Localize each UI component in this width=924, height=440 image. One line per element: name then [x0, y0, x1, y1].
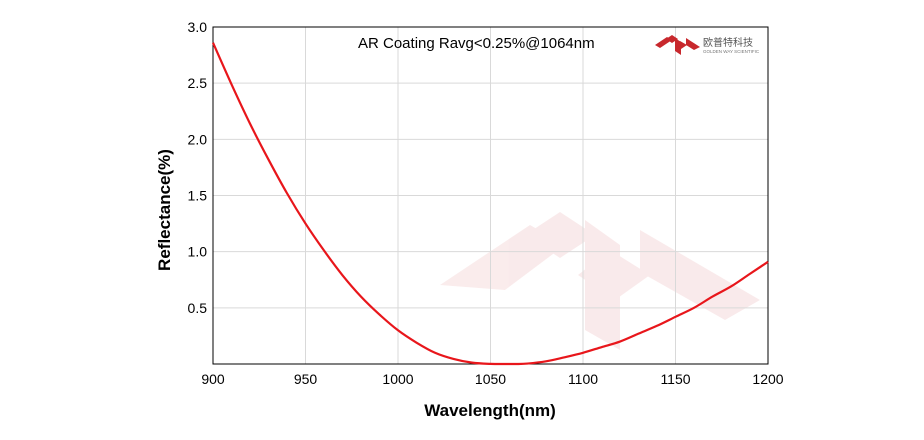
y-axis-ticks: 0.5 1.0 1.5 2.0 2.5 3.0	[188, 19, 208, 316]
x-tick-label: 950	[294, 371, 318, 387]
reflectance-series-line	[211, 42, 769, 366]
y-axis-title: Reflectance(%)	[155, 149, 174, 271]
x-axis-title: Wavelength(nm)	[424, 401, 556, 420]
grid-lines	[213, 27, 768, 364]
x-tick-label: 1100	[568, 371, 598, 387]
y-tick-label: 2.5	[188, 75, 208, 91]
x-tick-label: 1150	[660, 371, 690, 387]
x-tick-label: 1000	[382, 371, 413, 387]
brand-logo: 欧普特科技 GOLDEN WAY SCIENTIFIC	[655, 35, 760, 55]
y-tick-label: 3.0	[188, 19, 208, 35]
series-layer	[211, 42, 769, 366]
y-tick-label: 1.5	[188, 188, 208, 204]
brand-name-cn: 欧普特科技	[703, 36, 753, 49]
x-tick-label: 1200	[752, 371, 783, 387]
x-axis-ticks: 900 950 1000 1050 1100 1150 1200	[201, 371, 783, 387]
x-tick-label: 900	[201, 371, 225, 387]
y-tick-label: 1.0	[188, 244, 208, 260]
brand-name-en: GOLDEN WAY SCIENTIFIC	[703, 49, 760, 54]
watermark-logo	[440, 212, 760, 350]
brand-logo-mark	[655, 35, 700, 55]
chart-annotation: AR Coating Ravg<0.25%@1064nm	[358, 35, 595, 52]
y-tick-label: 0.5	[188, 300, 208, 316]
y-tick-label: 2.0	[188, 131, 208, 147]
x-tick-label: 1050	[475, 371, 506, 387]
